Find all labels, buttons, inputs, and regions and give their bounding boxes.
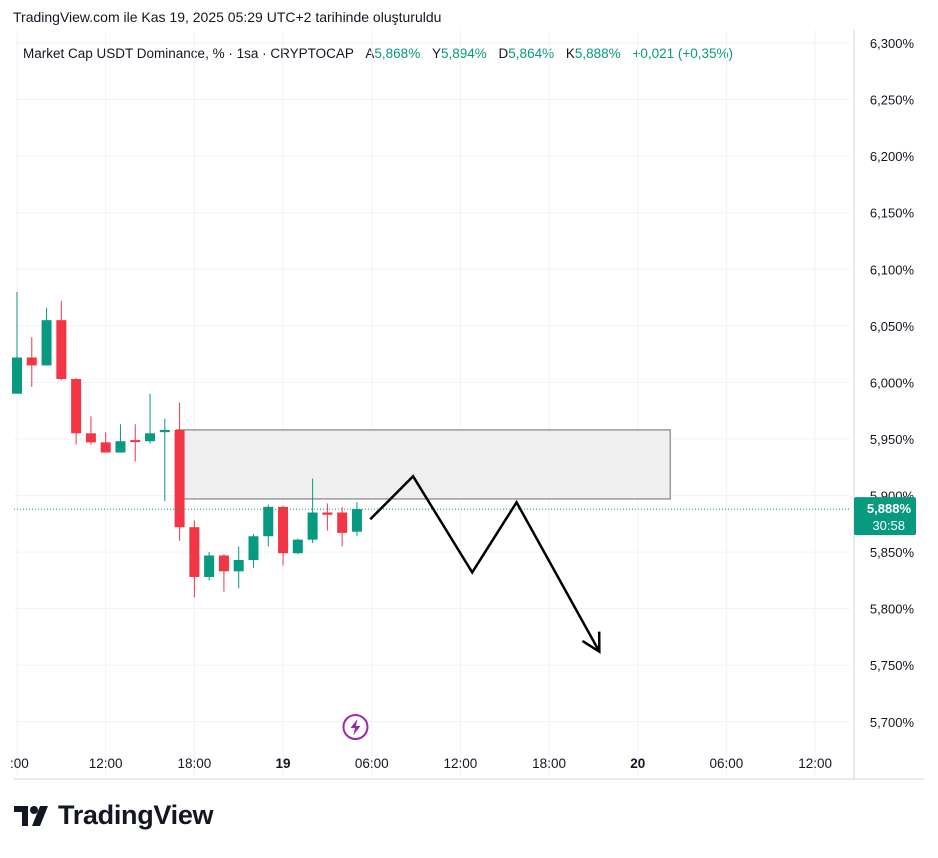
- arrow-head-icon: [581, 631, 601, 654]
- price-tick-label: 5,950%: [870, 432, 915, 447]
- legend-high-label: Y: [431, 46, 441, 61]
- candle[interactable]: [322, 503, 333, 531]
- candle-body: [204, 555, 215, 577]
- time-tick-label: 12:00: [798, 756, 832, 771]
- time-tick-label: 20: [630, 756, 645, 771]
- candle-body: [218, 555, 229, 572]
- last-price-badge-bg: [854, 497, 916, 536]
- candle-body: [145, 433, 156, 442]
- candle[interactable]: [41, 307, 52, 366]
- time-tick-label: 06:00: [710, 756, 744, 771]
- candle[interactable]: [307, 478, 318, 544]
- tradingview-logo-text: TradingView: [58, 800, 214, 830]
- candle-body: [41, 320, 52, 366]
- candle[interactable]: [174, 402, 185, 541]
- candle-body: [130, 440, 141, 443]
- candle-body: [307, 512, 318, 540]
- candle-body: [263, 506, 274, 537]
- price-axis[interactable]: 6,300% 6,250% 6,200% 6,150% 6,100% 6,050% 6,00…: [870, 36, 915, 730]
- candle[interactable]: [292, 538, 303, 555]
- candle[interactable]: [145, 393, 156, 444]
- legend-open-label: A: [365, 46, 375, 61]
- candle-body: [278, 506, 289, 554]
- lightning-icon: [350, 719, 361, 735]
- legend-low-label: D: [498, 46, 509, 61]
- projection-line[interactable]: [369, 474, 601, 653]
- time-tick-label: 06:00: [355, 756, 389, 771]
- price-tick-label: 5,800%: [870, 602, 915, 617]
- candle-body: [248, 536, 259, 561]
- time-tick-label: 18:00: [532, 756, 566, 771]
- price-tick-label: 5,850%: [870, 545, 915, 560]
- candle-body: [233, 560, 244, 572]
- candle[interactable]: [26, 337, 37, 387]
- candle[interactable]: [100, 432, 111, 453]
- time-tick-label: 18:00: [177, 756, 211, 771]
- last-price-badge: 5,888% 30:58: [854, 497, 916, 536]
- legend-change: +0,021 (+0,35%): [632, 46, 734, 61]
- candlestick-chart[interactable]: 6,300% 6,250% 6,200% 6,150% 6,100% 6,050% 6,00…: [0, 0, 938, 790]
- time-tick-label: 12:00: [89, 756, 123, 771]
- candle[interactable]: [263, 504, 274, 547]
- legend-close-label: K: [565, 46, 575, 61]
- event-marker[interactable]: [342, 714, 369, 740]
- candle[interactable]: [204, 552, 215, 581]
- candle-body: [189, 527, 200, 577]
- candle-body: [85, 433, 96, 443]
- candle[interactable]: [85, 416, 96, 445]
- candle[interactable]: [278, 505, 289, 566]
- candle-body: [337, 512, 348, 533]
- candle[interactable]: [115, 424, 126, 453]
- legend-high-value: 5,894%: [440, 46, 487, 61]
- candle[interactable]: [159, 418, 170, 502]
- legend-open-value: 5,868%: [374, 46, 421, 61]
- grid-lines: [14, 30, 850, 775]
- candle-body: [26, 357, 37, 366]
- price-tick-label: 6,300%: [870, 36, 915, 51]
- candle[interactable]: [56, 300, 67, 381]
- candle-body: [351, 509, 362, 532]
- time-tick-label: 12:00: [444, 756, 478, 771]
- legend-close-value: 5,888%: [574, 46, 621, 61]
- candle[interactable]: [12, 291, 22, 394]
- legend-low-value: 5,864%: [508, 46, 555, 61]
- price-tick-label: 6,050%: [870, 319, 915, 334]
- time-axis[interactable]: :00 12:00 18:00 19 06:00 12:00 18:00 20 06:00 12:…: [10, 756, 832, 771]
- price-tick-label: 6,150%: [870, 206, 915, 221]
- time-tick-label: 19: [276, 756, 291, 771]
- candle-body: [56, 320, 67, 379]
- candle-body: [322, 512, 333, 515]
- candle-body: [71, 378, 82, 434]
- candle-body: [174, 429, 185, 528]
- candle[interactable]: [130, 424, 141, 462]
- candle[interactable]: [337, 506, 348, 547]
- candle[interactable]: [218, 554, 229, 592]
- candle[interactable]: [248, 533, 259, 568]
- time-tick-label: :00: [10, 756, 29, 771]
- candle-body: [292, 539, 303, 554]
- resistance-zone[interactable]: [175, 429, 672, 500]
- candle[interactable]: [71, 377, 82, 445]
- price-tick-label: 6,250%: [870, 93, 915, 108]
- candle[interactable]: [233, 546, 244, 589]
- candle-body: [100, 442, 111, 453]
- candles: [12, 291, 362, 598]
- tradingview-logo-icon: [14, 805, 48, 826]
- price-tick-label: 6,100%: [870, 262, 915, 277]
- candle-body: [115, 441, 126, 453]
- countdown-label: 30:58: [872, 518, 905, 533]
- candle-body: [159, 429, 170, 433]
- price-tick-label: 5,750%: [870, 658, 915, 673]
- projection-path[interactable]: [369, 474, 601, 654]
- price-tick-label: 6,000%: [870, 375, 915, 390]
- price-tick-label: 6,200%: [870, 149, 915, 164]
- candle[interactable]: [351, 502, 362, 537]
- candle[interactable]: [189, 520, 200, 598]
- snapshot-note: TradingView.com ile Kas 19, 2025 05:29 U…: [13, 9, 442, 25]
- last-price-label: 5,888%: [867, 501, 912, 516]
- candle-body: [12, 357, 22, 394]
- tradingview-logo[interactable]: TradingView: [14, 800, 214, 831]
- zone-rectangle[interactable]: [175, 429, 672, 500]
- price-tick-label: 5,700%: [870, 715, 915, 730]
